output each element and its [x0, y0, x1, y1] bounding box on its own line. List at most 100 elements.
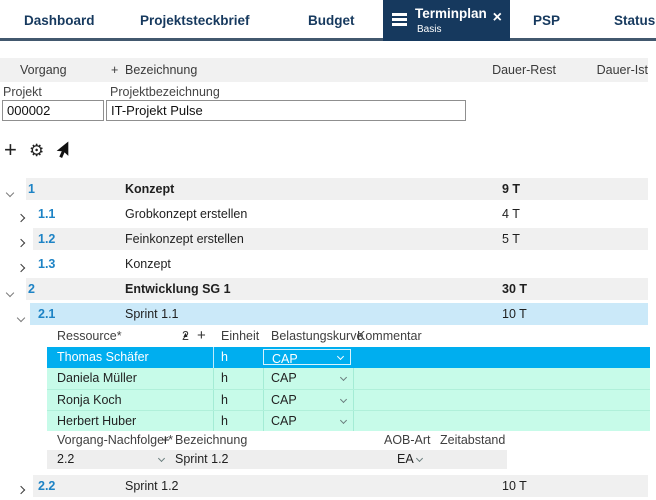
column-bezeichnung[interactable]: Bezeichnung	[125, 63, 198, 77]
resource-row[interactable]: Ronja Koch h CAP	[47, 389, 650, 410]
chevron-right-icon[interactable]	[16, 260, 26, 274]
column-ressource[interactable]: Ressource*	[57, 329, 122, 343]
chevron-down-icon[interactable]	[339, 416, 348, 425]
successor-aob-art: EA	[397, 452, 414, 466]
chevron-down-icon	[336, 352, 345, 361]
task-number: 1.2	[38, 232, 56, 246]
project-name-input[interactable]	[106, 100, 466, 121]
column-einheit[interactable]: Einheit	[221, 329, 260, 343]
chevron-down-icon[interactable]	[16, 310, 26, 324]
dropdown-value: CAP	[271, 414, 297, 428]
tab-budget[interactable]: Budget	[308, 13, 355, 28]
task-number: 1.3	[38, 257, 56, 271]
resource-unit: h	[221, 371, 228, 385]
belastungskurve-dropdown[interactable]: CAP	[263, 349, 351, 366]
task-name: Entwicklung SG 1	[125, 282, 231, 296]
task-number: 1	[28, 182, 35, 196]
successor-vorgang: 2.2	[57, 452, 75, 466]
resource-row[interactable]: Daniela Müller h CAP	[47, 368, 650, 389]
project-row-label: Projekt	[3, 85, 42, 99]
task-row-1-1[interactable]: 1.1 Grobkonzept erstellen 4 T	[0, 203, 648, 225]
task-name: Sprint 1.1	[125, 307, 179, 321]
active-tab-subtitle: Basis	[417, 24, 442, 35]
tab-terminplan[interactable]: Terminplan Basis ×	[383, 0, 510, 41]
tab-bar: Dashboard Projektsteckbrief Budget Termi…	[0, 0, 656, 41]
add-row-button[interactable]: +	[4, 137, 17, 162]
sort-priority: 2	[182, 329, 189, 343]
project-number-input[interactable]	[2, 100, 104, 121]
add-successor-button[interactable]: +	[161, 432, 170, 449]
column-dauer-ist[interactable]: Dauer-Ist	[596, 63, 648, 77]
resource-unit: h	[221, 414, 228, 428]
column-bezeichnung[interactable]: Bezeichnung	[175, 433, 248, 447]
chevron-right-icon[interactable]	[16, 482, 26, 496]
add-column-button[interactable]: +	[111, 63, 119, 77]
successor-bezeichnung: Sprint 1.2	[175, 452, 229, 466]
task-row-2-1[interactable]: 2.1 Sprint 1.1 10 T	[0, 303, 648, 325]
task-name: Grobkonzept erstellen	[125, 207, 248, 221]
column-aob-art[interactable]: AOB-Art	[384, 433, 431, 447]
chevron-down-icon[interactable]	[339, 373, 348, 382]
chevron-down-icon[interactable]	[5, 285, 15, 299]
tab-status[interactable]: Status	[614, 13, 656, 28]
resource-name: Ronja Koch	[57, 393, 122, 407]
dropdown-value: CAP	[271, 371, 297, 385]
resource-unit: h	[221, 350, 228, 364]
task-duration: 5 T	[502, 232, 520, 246]
task-row-2[interactable]: 2 Entwicklung SG 1 30 T	[0, 278, 648, 300]
task-duration: 10 T	[502, 479, 527, 493]
column-vorgang[interactable]: Vorgang	[20, 63, 67, 77]
task-row-1[interactable]: 1 Konzept 9 T	[0, 178, 648, 200]
task-duration: 30 T	[502, 282, 528, 296]
dropdown-value: CAP	[271, 393, 297, 407]
task-number: 2.1	[38, 307, 56, 321]
menu-icon[interactable]	[392, 13, 407, 28]
active-tab-title: Terminplan	[415, 6, 487, 21]
column-kommentar[interactable]: Kommentar	[357, 329, 422, 343]
column-zeitabstand[interactable]: Zeitabstand	[440, 433, 506, 447]
tab-psp[interactable]: PSP	[533, 13, 561, 28]
task-duration: 9 T	[502, 182, 521, 196]
resource-table-header: Ressource* 2 ▲ + Einheit Belastungskurve …	[0, 325, 656, 347]
resource-name: Thomas Schäfer	[57, 350, 149, 364]
task-row-1-3[interactable]: 1.3 Konzept	[0, 253, 648, 275]
chevron-right-icon[interactable]	[16, 210, 26, 224]
task-number: 2.2	[38, 479, 56, 493]
task-number: 1.1	[38, 207, 56, 221]
resource-unit: h	[221, 393, 228, 407]
resource-name: Herbert Huber	[57, 414, 137, 428]
task-name: Konzept	[125, 257, 171, 271]
task-name: Feinkonzept erstellen	[125, 232, 244, 246]
add-resource-button[interactable]: +	[197, 327, 206, 344]
column-vorgang-nachfolger[interactable]: Vorgang-Nachfolger*	[57, 433, 174, 447]
gear-icon[interactable]: ⚙	[29, 141, 45, 160]
chevron-down-icon[interactable]	[415, 454, 424, 463]
chevron-down-icon[interactable]	[5, 185, 15, 199]
task-row-2-2[interactable]: 2.2 Sprint 1.2 10 T	[0, 475, 648, 497]
tab-projektsteckbrief[interactable]: Projektsteckbrief	[140, 13, 250, 28]
chevron-down-icon[interactable]	[339, 395, 348, 404]
task-name: Sprint 1.2	[125, 479, 179, 493]
chevron-down-icon[interactable]	[157, 454, 166, 463]
close-icon[interactable]: ×	[492, 9, 502, 26]
grid-column-header: Vorgang + Bezeichnung Dauer-Rest Dauer-I…	[0, 58, 648, 82]
project-name-label: Projektbezeichnung	[110, 85, 220, 99]
task-duration: 4 T	[502, 207, 520, 221]
task-duration: 10 T	[502, 307, 527, 321]
sort-asc-icon: ▲	[182, 332, 189, 339]
column-dauer-rest[interactable]: Dauer-Rest	[492, 63, 556, 77]
resource-row[interactable]: Thomas Schäfer h CAP	[47, 347, 650, 368]
dropdown-value: CAP	[272, 352, 298, 366]
tab-dashboard[interactable]: Dashboard	[24, 13, 95, 28]
cursor-icon[interactable]	[55, 141, 70, 164]
successor-row[interactable]: 2.2 Sprint 1.2 EA	[47, 450, 507, 469]
task-number: 2	[28, 282, 35, 296]
column-belastungskurve[interactable]: Belastungskurve	[271, 329, 364, 343]
resource-row[interactable]: Herbert Huber h CAP	[47, 410, 650, 431]
chevron-right-icon[interactable]	[16, 235, 26, 249]
task-row-1-2[interactable]: 1.2 Feinkonzept erstellen 5 T	[0, 228, 648, 250]
resource-name: Daniela Müller	[57, 371, 137, 385]
task-name: Konzept	[125, 182, 175, 196]
successor-table-header: Vorgang-Nachfolger* + Bezeichnung AOB-Ar…	[0, 431, 656, 450]
